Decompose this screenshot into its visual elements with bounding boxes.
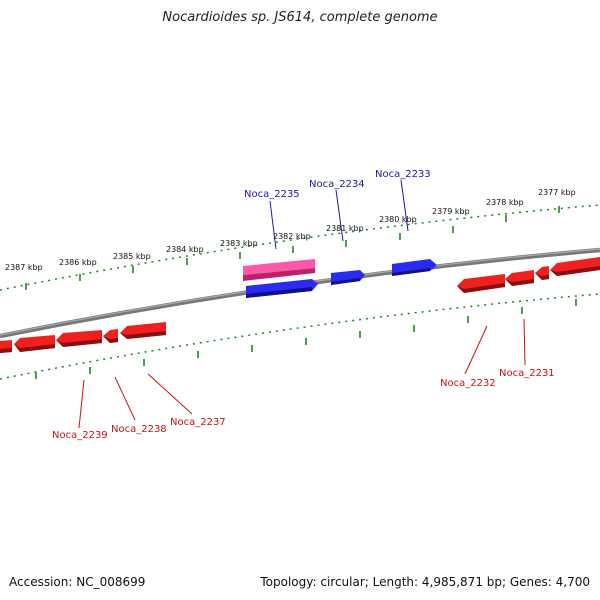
map-title: Nocardioides sp. JS614, complete genome xyxy=(162,10,438,25)
inner-major-ticks xyxy=(35,299,577,379)
gene-label-noca-2237[interactable]: Noca_2237 xyxy=(170,417,226,428)
reverse-gene-arrow[interactable] xyxy=(120,322,166,339)
outer-tick-ruler xyxy=(0,204,600,291)
reverse-gene-arrow[interactable] xyxy=(550,257,600,276)
gene-noca-2234[interactable] xyxy=(331,270,365,285)
kbp-label: 2377 kbp xyxy=(538,188,576,197)
gene-noca-2233[interactable] xyxy=(392,259,437,276)
gene-label-noca-2231[interactable]: Noca_2231 xyxy=(499,368,555,379)
gene-label-noca-2239[interactable]: Noca_2239 xyxy=(52,430,108,441)
accession-text: Accession: NC_008699 xyxy=(9,575,146,589)
gene-label-noca-2238[interactable]: Noca_2238 xyxy=(111,424,167,435)
forward-gene-arrow[interactable] xyxy=(246,279,318,298)
reverse-gene-arrow[interactable] xyxy=(14,335,55,352)
inner-tick-ruler xyxy=(0,293,600,380)
reverse-gene-arrow[interactable] xyxy=(103,329,118,343)
gene-noca-2231[interactable] xyxy=(505,270,534,286)
kbp-label: 2380 kbp xyxy=(379,215,417,224)
kbp-label: 2381 kbp xyxy=(326,224,364,233)
outer-major-ticks xyxy=(25,206,560,290)
gene-noca-2232[interactable] xyxy=(457,274,505,293)
kbp-label: 2387 kbp xyxy=(5,263,43,272)
kbp-label: 2383 kbp xyxy=(220,239,258,248)
kbp-label: 2379 kbp xyxy=(432,207,470,216)
kbp-label: 2386 kbp xyxy=(59,258,97,267)
forward-label-leaders xyxy=(269,179,409,250)
gene-label-noca-2235[interactable]: Noca_2235 xyxy=(244,189,300,200)
reverse-label-leaders xyxy=(78,318,526,429)
kbp-label: 2382 kbp xyxy=(273,232,311,241)
kbp-label: 2385 kbp xyxy=(113,252,151,261)
reverse-gene-arrow[interactable] xyxy=(0,340,12,353)
reverse-gene-arrow[interactable] xyxy=(535,266,549,280)
gene-label-noca-2234[interactable]: Noca_2234 xyxy=(309,179,365,190)
kbp-label: 2384 kbp xyxy=(166,245,204,254)
gene-label-noca-2233[interactable]: Noca_2233 xyxy=(375,169,431,180)
gene-noca-2235[interactable] xyxy=(243,259,315,281)
gene-label-noca-2232[interactable]: Noca_2232 xyxy=(440,378,496,389)
reverse-gene-arrow[interactable] xyxy=(56,330,102,347)
genome-summary-text: Topology: circular; Length: 4,985,871 bp… xyxy=(260,575,590,589)
kbp-label: 2378 kbp xyxy=(486,198,524,207)
